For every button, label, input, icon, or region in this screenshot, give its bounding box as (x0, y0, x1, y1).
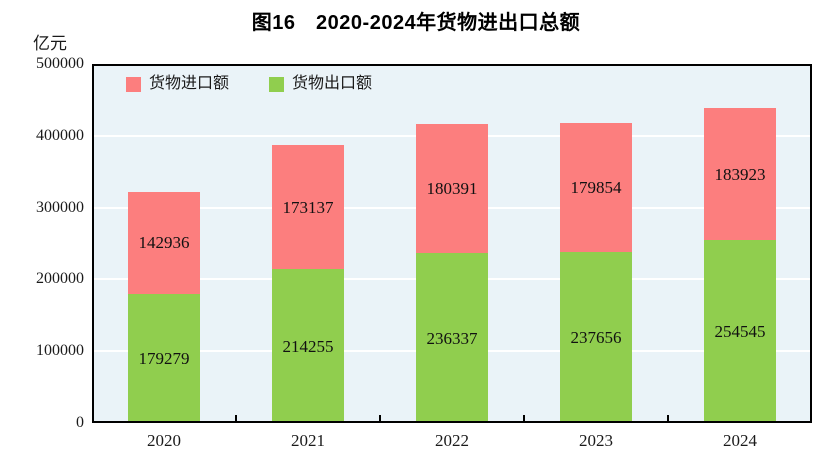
bar-segment-货物出口额-2021: 214255 (272, 269, 344, 423)
legend-item-货物出口额: 货物出口额 (269, 76, 372, 92)
legend-swatch-icon (126, 76, 141, 92)
x-axis-label-2020: 2020 (147, 431, 181, 450)
bar-value-label: 254545 (714, 322, 766, 342)
y-axis-label-100000: 100000 (36, 342, 84, 360)
x-axis-tick (235, 415, 237, 423)
bar-segment-货物出口额-2024: 254545 (704, 240, 776, 423)
bar-value-label: 236337 (426, 328, 478, 348)
x-axis-label-2021: 2021 (291, 431, 325, 450)
y-axis-label-400000: 400000 (36, 126, 84, 144)
bar-segment-货物出口额-2022: 236337 (416, 253, 488, 423)
x-axis-label-2024: 2024 (723, 431, 757, 450)
chart-title: 图16 2020-2024年货物进出口总额 (251, 12, 581, 34)
y-axis-label-300000: 300000 (36, 198, 84, 216)
bar-value-label: 237656 (570, 328, 622, 348)
bar-value-label: 180391 (426, 179, 478, 199)
y-axis-unit-label: 亿元 (33, 34, 67, 53)
legend-label: 货物出口额 (292, 75, 373, 92)
y-axis-label-0: 0 (76, 414, 84, 431)
bar-value-label: 179279 (138, 349, 190, 369)
x-axis-label-2022: 2022 (435, 431, 469, 450)
bar-segment-货物进口额-2022: 180391 (416, 123, 488, 254)
bar-value-label: 179854 (570, 178, 622, 198)
y-axis-label-500000: 500000 (36, 55, 84, 72)
x-axis-tick (379, 415, 381, 423)
bar-segment-货物出口额-2023: 237656 (560, 252, 632, 423)
legend-swatch-icon (269, 76, 285, 92)
x-axis-label-2023: 2023 (579, 431, 613, 450)
bar-segment-货物进口额-2023: 179854 (560, 123, 632, 253)
bar-value-label: 173137 (282, 197, 334, 217)
bar-value-label: 142936 (138, 233, 190, 253)
bar-value-label: 214255 (282, 336, 334, 356)
x-axis-tick (523, 415, 525, 423)
bar-segment-货物进口额-2024: 183923 (704, 108, 776, 241)
y-axis-label-200000: 200000 (36, 270, 84, 288)
plot-area: 货物进口额 货物出口额 179279 142936 214255 173137 23633… (92, 64, 812, 423)
legend-item-货物进口额: 货物进口额 (126, 76, 229, 92)
bar-segment-货物进口额-2020: 142936 (128, 191, 200, 295)
bar-segment-货物进口额-2021: 173137 (272, 144, 344, 270)
x-axis-tick (667, 415, 669, 423)
bar-segment-货物出口额-2020: 179279 (128, 294, 200, 423)
bar-value-label: 183923 (714, 164, 766, 184)
legend-label: 货物进口额 (149, 75, 230, 92)
legend: 货物进口额 货物出口额 (126, 76, 372, 92)
